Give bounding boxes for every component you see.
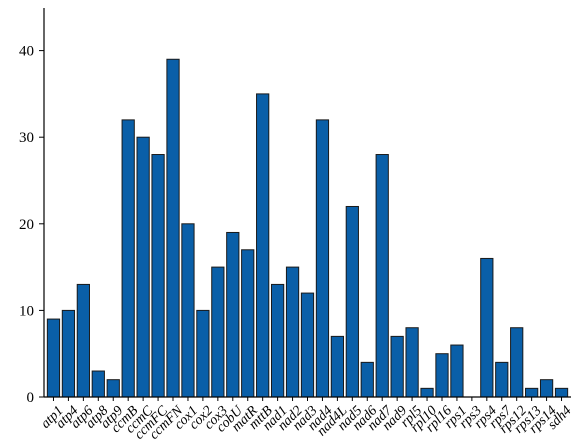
y-tick-label: 0 bbox=[27, 390, 35, 406]
bar-rps13 bbox=[525, 387, 539, 398]
y-tick-label: 10 bbox=[19, 303, 34, 319]
bar-rps4 bbox=[480, 257, 494, 398]
bar-atp6 bbox=[76, 283, 90, 398]
bar-rpl5 bbox=[405, 327, 419, 398]
bar-nad4 bbox=[315, 119, 330, 398]
bar-ccmB bbox=[121, 119, 135, 398]
bar-sdh4 bbox=[554, 387, 569, 398]
y-tick-label: 40 bbox=[19, 44, 34, 60]
bar-cox1 bbox=[181, 223, 195, 398]
bar-cox2 bbox=[196, 309, 210, 398]
bar-rpl10 bbox=[420, 387, 434, 398]
bar-nad5 bbox=[345, 205, 359, 398]
bar-atp9 bbox=[106, 379, 120, 398]
y-tick-label: 30 bbox=[19, 130, 34, 146]
bar-nad1 bbox=[270, 283, 285, 398]
bar-rpl16 bbox=[435, 353, 449, 398]
bar-matR bbox=[241, 249, 255, 398]
bar-ccmFN bbox=[166, 58, 180, 398]
bar-rps1 bbox=[450, 344, 464, 398]
bar-rps7 bbox=[495, 361, 509, 398]
bar-nad2 bbox=[285, 266, 300, 398]
bar-nad3 bbox=[300, 292, 315, 398]
bar-mttB bbox=[256, 93, 270, 398]
y-ticks-group: 0 10 20 30 40 bbox=[19, 44, 44, 406]
bar-atp1 bbox=[46, 318, 61, 398]
bar-ccmC bbox=[136, 136, 150, 398]
bar-rps12 bbox=[510, 327, 524, 398]
bar-cox3 bbox=[211, 266, 225, 398]
bar-atp8 bbox=[91, 370, 105, 398]
bar-nad9 bbox=[390, 335, 404, 398]
bar-nad6 bbox=[360, 361, 374, 398]
y-tick-label: 20 bbox=[19, 217, 34, 233]
bar-cobU bbox=[226, 231, 240, 398]
bar-rps14 bbox=[539, 379, 554, 398]
bar-nad7 bbox=[375, 154, 389, 398]
bar-atp4 bbox=[61, 309, 76, 398]
bars-group bbox=[46, 58, 569, 398]
bar-ccmFC bbox=[151, 154, 165, 398]
bar-nad4L bbox=[330, 335, 345, 398]
x-ticks-group: atp1atp4atp6atp8atp9ccmBccmCccmFCccmFNco… bbox=[38, 397, 575, 443]
